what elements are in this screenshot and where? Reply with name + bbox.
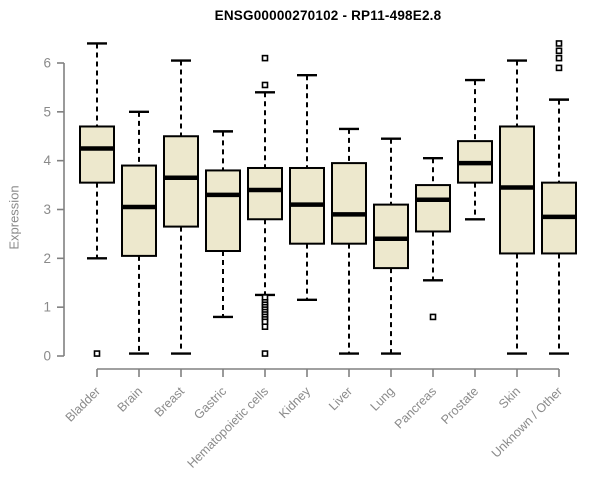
outlier-point xyxy=(261,81,269,89)
iqr-box xyxy=(499,125,535,255)
x-tick-label: Hematopoietic cells xyxy=(185,384,272,471)
outlier-point xyxy=(261,350,269,357)
iqr-box xyxy=(121,164,157,257)
x-tick-label: Prostate xyxy=(438,384,481,427)
x-tick-label: Gastric xyxy=(191,384,229,422)
x-tick-label: Pancreas xyxy=(392,384,439,431)
iqr-box xyxy=(373,203,409,270)
outlier-point xyxy=(93,350,101,357)
y-tick-label: 3 xyxy=(43,202,51,217)
box-bladder xyxy=(79,42,115,357)
box-prostate xyxy=(457,78,493,221)
iqr-box xyxy=(331,162,367,245)
box-pancreas xyxy=(415,157,451,321)
x-tick-label: Lung xyxy=(368,384,398,414)
x-tick-label: Liver xyxy=(326,384,355,413)
box-unknown-other xyxy=(541,40,577,355)
outlier-point xyxy=(555,40,563,47)
y-tick-label: 5 xyxy=(43,104,51,119)
iqr-box xyxy=(79,125,115,184)
iqr-box xyxy=(205,169,241,253)
outlier-point xyxy=(429,313,437,321)
iqr-box xyxy=(163,135,199,228)
chart-title: ENSG00000270102 - RP11-498E2.8 xyxy=(214,8,442,23)
x-tick-label: Breast xyxy=(152,384,188,420)
box-skin xyxy=(499,59,535,355)
outlier-point xyxy=(261,323,269,331)
outlier-point xyxy=(555,54,563,62)
box-hematopoietic-cells xyxy=(247,54,283,357)
y-tick-label: 2 xyxy=(43,251,51,266)
box-kidney xyxy=(289,74,325,302)
x-tick-label: Brain xyxy=(115,384,146,415)
x-tick-label: Unknown / Other xyxy=(489,384,565,460)
outlier-point xyxy=(555,47,563,55)
x-tick-label: Bladder xyxy=(63,384,103,424)
y-tick-label: 6 xyxy=(43,56,51,71)
iqr-box xyxy=(415,184,451,233)
outlier-point xyxy=(261,54,269,62)
y-tick-label: 0 xyxy=(43,349,51,364)
y-tick-label: 1 xyxy=(43,300,51,315)
y-tick-label: 4 xyxy=(43,153,51,168)
box-lung xyxy=(373,137,409,355)
box-brain xyxy=(121,110,157,355)
box-breast xyxy=(163,59,199,355)
x-tick-label: Skin xyxy=(496,384,523,411)
box-liver xyxy=(331,127,367,355)
x-tick-label: Kidney xyxy=(276,384,313,421)
box-gastric xyxy=(205,130,241,319)
iqr-box xyxy=(247,166,283,221)
outlier-point xyxy=(555,64,563,72)
